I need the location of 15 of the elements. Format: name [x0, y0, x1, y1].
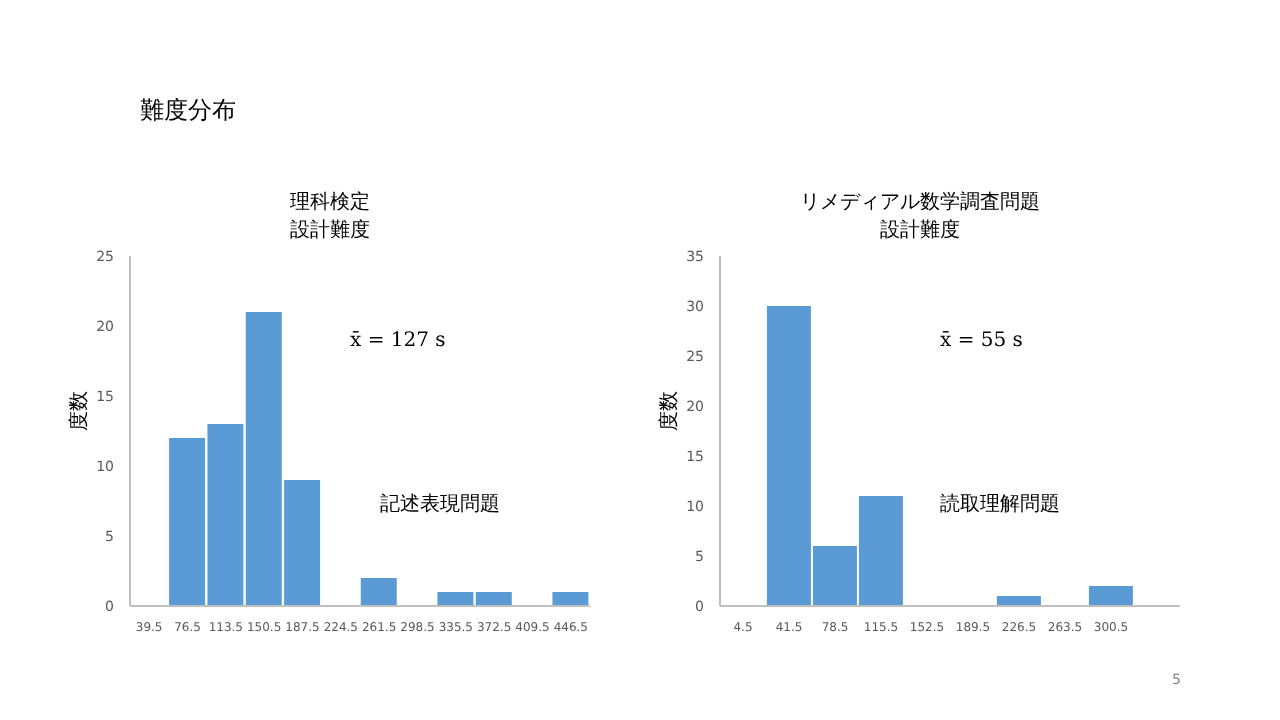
chart-subtitle: 設計難度 [878, 218, 962, 246]
chart-title: 理科検定 [288, 190, 372, 218]
chart-title: リメディアル数学調査問題 [798, 190, 1042, 218]
y-axis-title: 度数 [67, 391, 92, 431]
chart-subtitle: 設計難度 [288, 218, 372, 246]
bar [1088, 586, 1133, 606]
y-axis-title: 度数 [657, 391, 682, 431]
text: 難度分布 [140, 94, 236, 128]
annotation: 記述表現問題 [380, 491, 500, 518]
bar [360, 578, 397, 606]
annotation: x̄ = 127 s [350, 330, 446, 352]
annotation: x̄ = 55 s [940, 330, 1023, 352]
bar [552, 592, 589, 606]
bar [996, 596, 1041, 606]
annotation: 読取理解問題 [940, 491, 1060, 518]
